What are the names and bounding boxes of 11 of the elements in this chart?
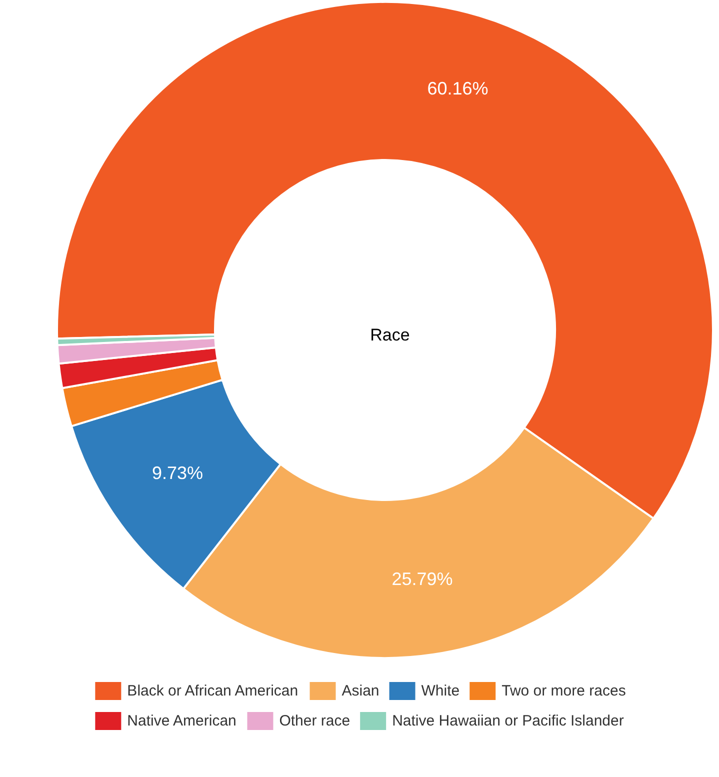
- legend-label: Native American: [127, 712, 236, 730]
- legend-label: Other race: [279, 712, 350, 730]
- legend-label: Black or African American: [127, 682, 298, 700]
- data-label: 60.16%: [427, 78, 488, 99]
- data-label: 25.79%: [392, 569, 453, 590]
- legend-label: White: [421, 682, 460, 700]
- data-label: 9.73%: [152, 462, 204, 483]
- legend-label: Two or more races: [502, 682, 626, 700]
- text: Race: [370, 326, 410, 344]
- legend-label: Asian: [342, 682, 380, 700]
- legend-label: Native Hawaiian or Pacific Islander: [392, 712, 624, 730]
